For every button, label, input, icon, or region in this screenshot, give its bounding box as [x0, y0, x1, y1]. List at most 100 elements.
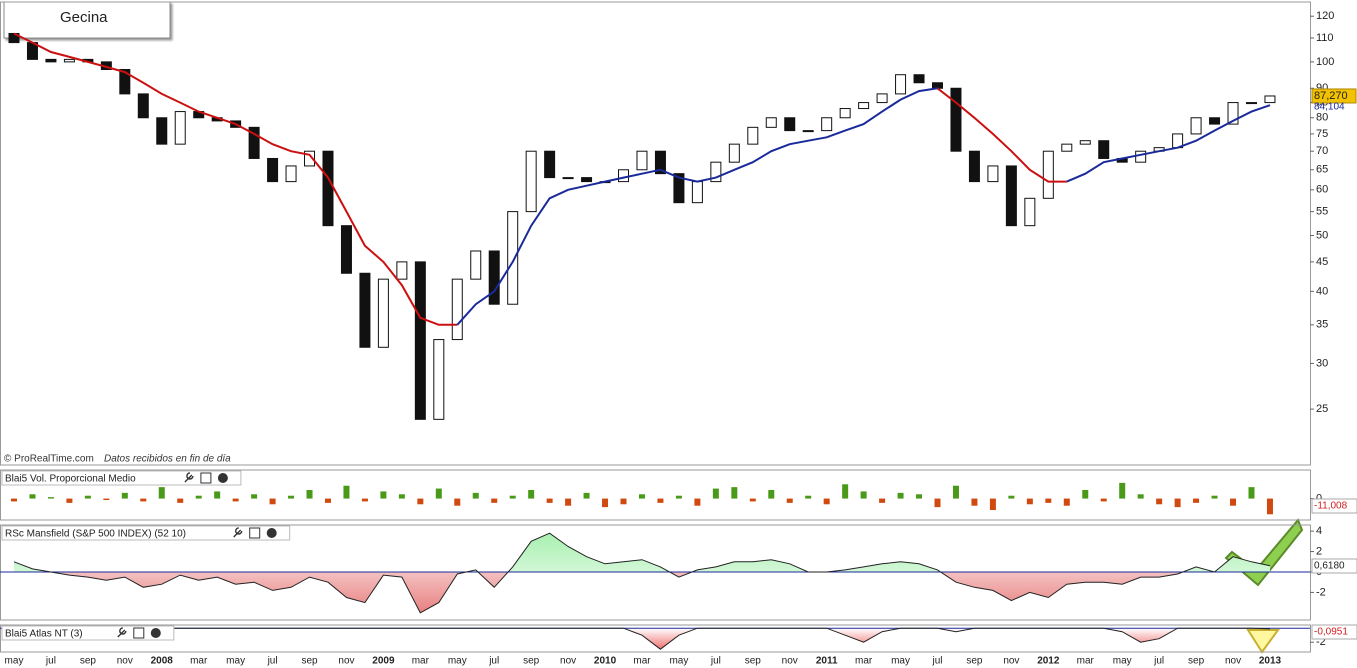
wrench-icon[interactable] — [184, 472, 194, 483]
x-tick-label: 2011 — [816, 656, 838, 667]
candle — [1005, 165, 1017, 227]
bar — [620, 498, 627, 505]
y-tick-label: 60 — [1316, 184, 1328, 196]
bar — [805, 495, 812, 499]
indicator-label: Blai5 Atlas NT (3) — [5, 629, 83, 640]
bar — [1045, 498, 1052, 503]
indicator-label: RSc Mansfield (S&P 500 INDEX) (52 10) — [5, 529, 186, 540]
bar — [1008, 495, 1015, 499]
wrench-icon[interactable] — [117, 627, 127, 638]
candle — [137, 93, 149, 119]
title-box — [3, 1, 171, 39]
x-tick-label: nov — [782, 656, 798, 667]
x-tick-label: nov — [117, 656, 133, 667]
x-tick-label: mar — [633, 656, 651, 667]
bar — [971, 498, 978, 506]
candle — [765, 117, 777, 128]
bar — [1266, 498, 1273, 515]
price-box — [1311, 88, 1357, 104]
y-tick-label: 35 — [1316, 319, 1328, 331]
x-tick-label: sep — [523, 656, 540, 667]
candle — [802, 130, 814, 133]
bar — [454, 498, 461, 506]
bar — [546, 498, 553, 503]
bar — [1248, 487, 1255, 499]
candle — [618, 169, 630, 183]
candle — [1190, 117, 1202, 135]
x-tick-label: sep — [1188, 656, 1205, 667]
candle — [156, 117, 168, 145]
area-negative — [14, 628, 1270, 650]
candle — [525, 150, 537, 213]
close-icon[interactable] — [217, 473, 228, 483]
bar — [731, 487, 738, 499]
value-box — [1311, 498, 1357, 514]
ma-label: 84,104 — [1314, 102, 1345, 113]
x-tick-label: mar — [1077, 656, 1095, 667]
window-icon[interactable] — [133, 627, 145, 639]
y-tick-label: 120 — [1316, 10, 1334, 22]
candle — [691, 181, 703, 204]
copyright: © ProRealTime.com — [4, 454, 94, 465]
candle — [950, 87, 962, 152]
x-tick-label: mar — [412, 656, 430, 667]
bar — [121, 492, 128, 499]
bar — [528, 490, 535, 499]
bar — [897, 492, 904, 499]
y-tick-label: 4 — [1316, 525, 1322, 537]
panel-frame — [0, 624, 1311, 653]
bar — [638, 494, 645, 499]
x-tick-label: sep — [301, 656, 318, 667]
wrench-icon[interactable] — [233, 527, 243, 538]
candle — [1264, 95, 1276, 104]
bar — [786, 498, 793, 503]
bar — [1156, 498, 1163, 505]
data-note: Datos recibidos en fin de día — [104, 454, 231, 465]
indicator-line — [14, 627, 1271, 650]
candle — [932, 82, 943, 89]
x-tick-label: jul — [710, 656, 721, 667]
x-tick-label: nov — [1003, 656, 1019, 667]
x-tick-label: jul — [488, 656, 499, 667]
x-tick-label: mar — [190, 656, 208, 667]
candle — [1227, 102, 1239, 125]
y-tick-label: 50 — [1316, 229, 1328, 241]
bar — [989, 498, 996, 510]
y-tick-label: 100 — [1316, 56, 1334, 68]
y-tick-label: 65 — [1316, 164, 1328, 176]
x-tick-label: may — [448, 656, 467, 667]
value-label: -0,0951 — [1314, 627, 1348, 638]
candle — [414, 261, 426, 420]
close-icon[interactable] — [266, 528, 277, 538]
bar — [583, 492, 590, 499]
candle — [858, 102, 870, 110]
close-icon[interactable] — [150, 628, 161, 638]
bar — [269, 498, 276, 505]
bar — [140, 498, 147, 502]
chart-title: Gecina — [60, 9, 108, 26]
candle — [821, 117, 833, 132]
bar — [343, 485, 350, 499]
window-icon[interactable] — [249, 527, 261, 539]
bar — [306, 490, 313, 499]
value-label: -11,008 — [1314, 501, 1348, 512]
window-icon[interactable] — [200, 472, 212, 484]
candle — [1042, 150, 1054, 199]
bar — [66, 498, 73, 503]
candle — [636, 150, 648, 171]
bar — [1082, 490, 1089, 499]
x-tick-label: 2009 — [372, 656, 395, 667]
candle — [322, 150, 334, 227]
x-tick-label: 2008 — [151, 656, 174, 667]
value-box — [1311, 558, 1357, 574]
candle — [839, 108, 851, 119]
bar — [565, 498, 572, 506]
bar — [214, 491, 221, 499]
candle — [710, 161, 722, 183]
bar — [952, 485, 959, 499]
bar — [1193, 498, 1200, 503]
bar — [509, 495, 516, 499]
bar — [435, 488, 442, 499]
bar — [158, 487, 165, 499]
